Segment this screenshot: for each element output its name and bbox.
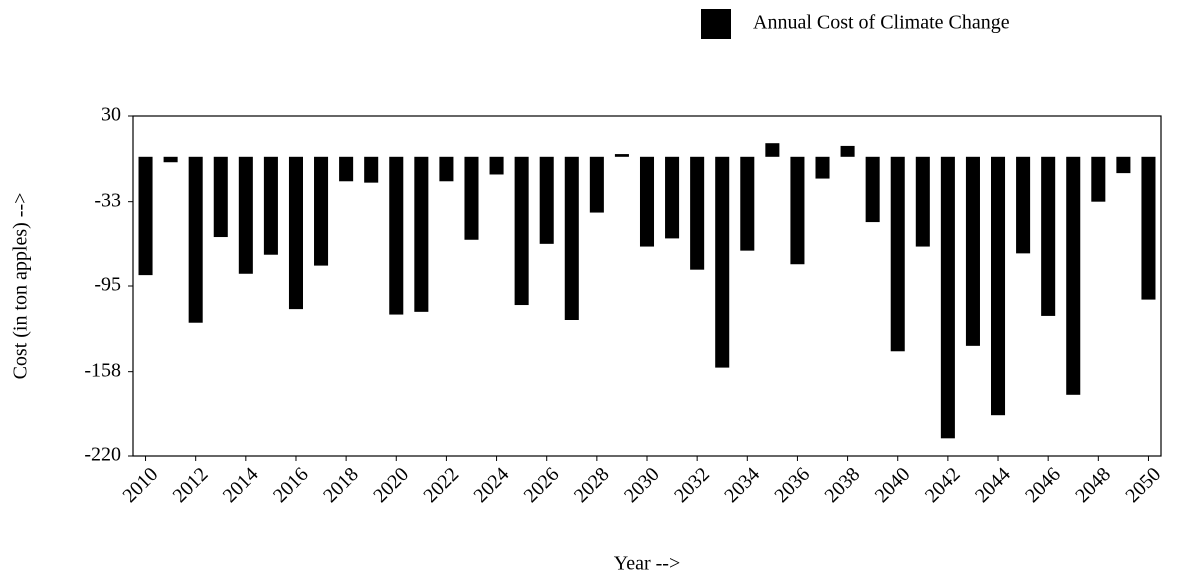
bar [464, 156, 479, 240]
bar [263, 156, 278, 255]
bar [539, 156, 554, 244]
bar [564, 156, 579, 320]
x-tick-label: 2028 [570, 463, 614, 507]
x-tick-label: 2034 [720, 463, 764, 507]
bar [840, 145, 855, 157]
bar [790, 156, 805, 265]
x-tick-label: 2048 [1071, 463, 1115, 507]
bar [915, 156, 930, 247]
x-tick-label: 2040 [871, 463, 915, 507]
y-tick-label: -220 [84, 444, 121, 466]
x-tick-label: 2050 [1121, 463, 1165, 507]
x-tick-label: 2044 [971, 463, 1015, 507]
x-tick-label: 2032 [670, 463, 714, 507]
bar [339, 156, 354, 182]
x-tick-label: 2046 [1021, 463, 1065, 507]
x-tick-label: 2024 [470, 463, 514, 507]
bar [138, 156, 153, 276]
y-tick-label: 30 [101, 104, 121, 126]
x-tick-label: 2022 [419, 463, 463, 507]
x-axis-label: Year --> [614, 553, 680, 575]
bar [639, 156, 655, 247]
bar [414, 156, 429, 312]
bar [238, 156, 253, 274]
bar [740, 156, 755, 251]
bar [765, 143, 780, 157]
x-tick-label: 2018 [319, 463, 363, 507]
x-tick-label: 2036 [770, 463, 814, 507]
bar [163, 156, 178, 163]
bar [489, 156, 504, 175]
bar [1141, 156, 1156, 300]
x-tick-label: 2014 [219, 463, 263, 507]
x-tick-label: 2038 [821, 463, 865, 507]
bar [314, 156, 329, 266]
bar [1091, 156, 1106, 202]
y-tick-label: -158 [84, 359, 121, 381]
y-axis-label: Cost (in ton apples) --> [10, 193, 32, 380]
legend-label: Annual Cost of Climate Change [753, 12, 1010, 34]
bar [589, 156, 604, 213]
bar [665, 156, 680, 239]
x-tick-label: 2010 [118, 463, 162, 507]
x-tick-label: 2020 [369, 463, 413, 507]
bar [514, 156, 529, 306]
bar [614, 154, 629, 157]
y-tick-label: -95 [94, 274, 121, 296]
bar [288, 156, 303, 310]
bar [213, 156, 228, 238]
bar [815, 156, 830, 179]
legend-swatch [701, 9, 731, 39]
bar [991, 156, 1006, 416]
bar [1041, 156, 1056, 316]
bar [865, 156, 880, 223]
x-tick-label: 2026 [520, 463, 564, 507]
bar [1016, 156, 1031, 254]
x-tick-label: 2030 [620, 463, 664, 507]
bar [715, 156, 730, 368]
x-tick-label: 2042 [921, 463, 965, 507]
x-tick-label: 2012 [169, 463, 213, 507]
bar [439, 156, 454, 182]
bar [940, 156, 955, 439]
y-tick-label: -33 [94, 189, 121, 211]
bar [188, 156, 203, 323]
bar [364, 156, 379, 183]
bar [690, 156, 705, 270]
x-tick-label: 2016 [269, 463, 313, 507]
bar [890, 156, 905, 352]
bar [965, 156, 980, 346]
bar [1066, 156, 1081, 395]
bar [1116, 156, 1131, 174]
bar [389, 156, 404, 315]
